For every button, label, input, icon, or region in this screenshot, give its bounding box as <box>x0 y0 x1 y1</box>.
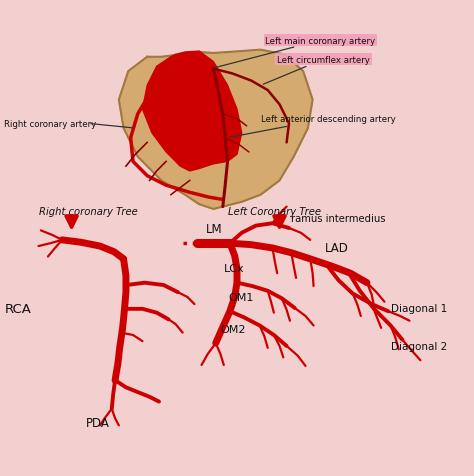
Text: PDA: PDA <box>86 416 109 429</box>
Text: OM2: OM2 <box>220 324 246 334</box>
Polygon shape <box>143 52 242 171</box>
Text: Left circumflex artery: Left circumflex artery <box>263 56 370 85</box>
Polygon shape <box>159 55 190 98</box>
Text: Right coronary Tree: Right coronary Tree <box>38 207 137 217</box>
Polygon shape <box>180 54 213 100</box>
Text: Diagonal 2: Diagonal 2 <box>391 341 447 351</box>
Text: OM1: OM1 <box>228 292 254 302</box>
Text: RCA: RCA <box>4 303 31 316</box>
Text: Left main coronary artery: Left main coronary artery <box>214 37 375 69</box>
Text: LCx: LCx <box>224 264 245 274</box>
Text: Diagonal 1: Diagonal 1 <box>391 303 447 313</box>
Text: LAD: LAD <box>324 242 348 255</box>
Text: LM: LM <box>206 223 223 236</box>
Text: Left Coronary Tree: Left Coronary Tree <box>228 207 320 217</box>
Text: Right coronary artery: Right coronary artery <box>4 119 97 129</box>
Polygon shape <box>119 50 313 209</box>
Text: Left anterior descending artery: Left anterior descending artery <box>230 115 395 138</box>
Text: ramus intermedius: ramus intermedius <box>292 213 386 223</box>
